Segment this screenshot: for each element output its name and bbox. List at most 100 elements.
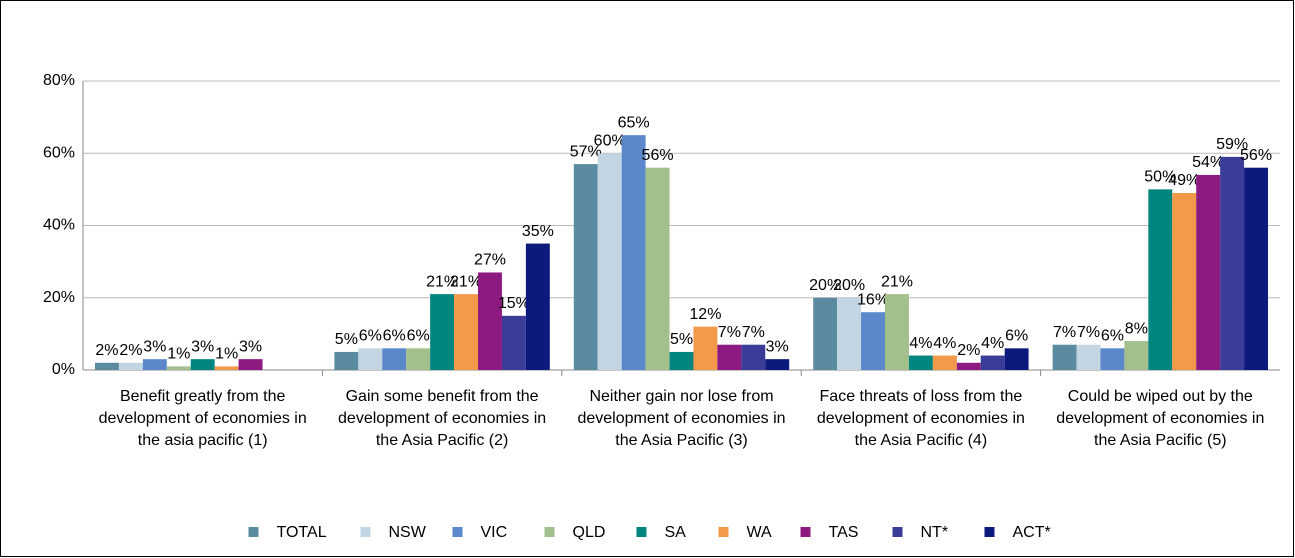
bar xyxy=(501,315,526,370)
value-label: 4% xyxy=(933,335,956,352)
legend-swatch xyxy=(248,527,259,537)
bar xyxy=(478,272,502,370)
x-tick-label: Gain some benefit from the development o… xyxy=(338,388,547,449)
bar xyxy=(1052,344,1077,370)
y-tick-label: 60% xyxy=(43,144,75,161)
bar xyxy=(932,355,957,370)
x-tick-label: Benefit greatly from the development of … xyxy=(98,388,307,449)
legend-label: TOTAL xyxy=(277,524,327,541)
bar xyxy=(1196,174,1221,370)
bar xyxy=(118,362,143,370)
value-label: 15% xyxy=(498,295,530,312)
value-label: 5% xyxy=(335,331,358,348)
bar xyxy=(597,153,622,370)
x-tick-label: Could be wiped out by the development of… xyxy=(1056,388,1265,449)
bar xyxy=(1100,348,1125,370)
legend-label: QLD xyxy=(573,524,606,541)
legend-swatch xyxy=(718,527,729,537)
bar xyxy=(645,167,670,370)
legend-swatch xyxy=(892,527,903,537)
legend-swatch xyxy=(544,527,555,537)
legend-label: NSW xyxy=(389,524,427,541)
legend-swatch xyxy=(984,527,995,537)
value-label: 21% xyxy=(426,273,458,290)
value-label: 21% xyxy=(450,273,482,290)
value-label: 20% xyxy=(833,277,865,294)
value-label: 54% xyxy=(1192,154,1224,171)
bar xyxy=(166,366,191,370)
value-label: 5% xyxy=(670,331,693,348)
value-label: 3% xyxy=(766,338,789,355)
value-label: 65% xyxy=(618,114,650,131)
value-label: 59% xyxy=(1216,136,1248,153)
value-label: 50% xyxy=(1144,169,1176,186)
bar xyxy=(741,344,766,370)
value-label: 7% xyxy=(1053,324,1076,341)
legend-swatch xyxy=(800,527,811,537)
value-label: 2% xyxy=(957,342,980,359)
value-label: 7% xyxy=(1077,324,1100,341)
bar xyxy=(980,355,1005,370)
bar xyxy=(238,359,263,370)
bar xyxy=(693,326,718,370)
bar xyxy=(837,297,862,370)
bar xyxy=(765,359,790,370)
legend-label: TAS xyxy=(829,524,859,541)
bar xyxy=(525,243,550,370)
bar xyxy=(406,348,431,370)
bar xyxy=(430,294,455,370)
value-label: 1% xyxy=(215,346,238,363)
value-label: 7% xyxy=(742,324,765,341)
value-label: 4% xyxy=(981,335,1004,352)
bar xyxy=(142,359,167,370)
legend-label: SA xyxy=(665,524,687,541)
value-label: 27% xyxy=(474,252,506,269)
value-label: 21% xyxy=(881,273,913,290)
legend-label: ACT* xyxy=(1013,524,1051,541)
value-label: 56% xyxy=(1240,147,1272,164)
bar xyxy=(861,312,885,370)
value-label: 2% xyxy=(95,342,118,359)
legend-label: VIC xyxy=(481,524,508,541)
value-label: 20% xyxy=(809,277,841,294)
value-label: 35% xyxy=(522,223,554,240)
y-tick-label: 40% xyxy=(43,217,75,234)
bar xyxy=(95,362,119,370)
y-tick-label: 80% xyxy=(43,72,75,89)
x-tick-label: Neither gain nor lose from development o… xyxy=(577,388,786,449)
value-label: 6% xyxy=(1005,328,1028,345)
bar xyxy=(885,294,909,370)
value-label: 6% xyxy=(1101,328,1124,345)
legend-label: WA xyxy=(747,524,773,541)
bar xyxy=(334,351,359,370)
bar xyxy=(813,297,838,370)
legend-swatch xyxy=(452,527,463,537)
value-label: 8% xyxy=(1125,320,1148,337)
bar xyxy=(382,348,407,370)
bar xyxy=(358,348,383,370)
value-label: 1% xyxy=(167,346,190,363)
value-label: 3% xyxy=(143,338,166,355)
legend-swatch xyxy=(360,527,371,537)
bar xyxy=(1172,192,1197,370)
bar xyxy=(1124,341,1149,370)
value-label: 57% xyxy=(570,143,602,160)
legend-label: NT* xyxy=(921,524,949,541)
bar xyxy=(1004,348,1029,370)
bar xyxy=(621,135,646,370)
bar xyxy=(669,351,694,370)
y-tick-label: 20% xyxy=(43,289,75,306)
value-label: 3% xyxy=(191,338,214,355)
bar xyxy=(190,359,215,370)
bar xyxy=(1076,344,1101,370)
legend-swatch xyxy=(636,527,647,537)
bar xyxy=(908,355,933,370)
value-label: 6% xyxy=(359,328,382,345)
value-label: 60% xyxy=(594,132,626,149)
value-label: 6% xyxy=(383,328,406,345)
bar xyxy=(214,366,239,370)
value-label: 4% xyxy=(909,335,932,352)
bar xyxy=(1220,156,1245,370)
